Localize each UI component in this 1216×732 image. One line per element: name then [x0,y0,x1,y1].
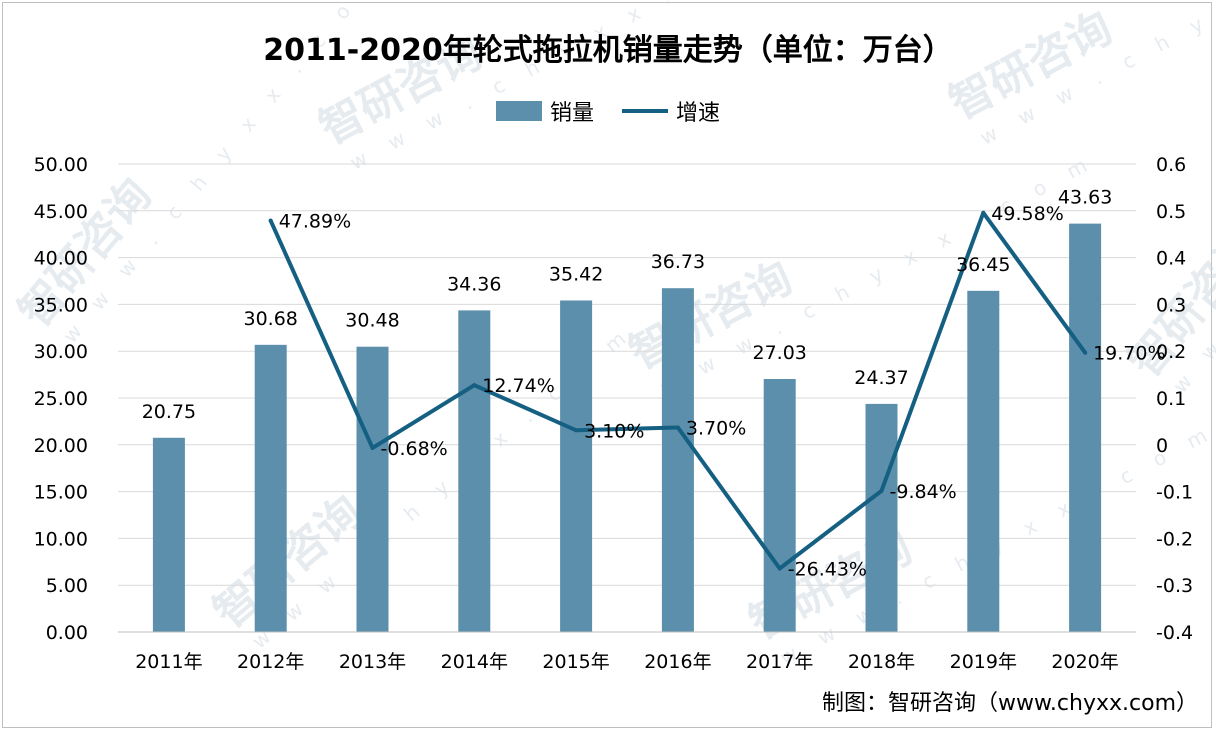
x-tick-label: 2016年 [644,651,711,673]
bar-value-label: 43.63 [1058,187,1112,209]
y-right-tick-label: 0.5 [1156,201,1186,223]
growth-value-label: 49.58% [991,203,1063,225]
growth-point [370,445,375,450]
bar [152,437,185,632]
line-series [268,210,1088,571]
y-left-tick-label: 10.00 [34,528,88,550]
y-right-tick-label: 0.6 [1156,154,1186,176]
y-right-tick-label: -0.1 [1156,482,1193,504]
y-right-tick-label: 0.2 [1156,341,1186,363]
x-tick-label: 2020年 [1051,651,1118,673]
growth-point [574,428,579,433]
source-note: 制图：智研咨询（www.chyxx.com） [822,691,1198,716]
bar-value-label: 30.48 [345,310,399,332]
y-right-tick-label: -0.3 [1156,575,1193,597]
bar [661,288,694,632]
y-left-tick-label: 5.00 [46,575,88,597]
data-labels: 20.75 30.68 30.48 34.36 35.42 36.73 27.03 24.37… [142,187,1166,581]
bar [1069,223,1102,632]
bar-value-label: 36.45 [956,254,1010,276]
y-right-tick-label: -0.2 [1156,528,1193,550]
growth-value-label: 12.74% [482,375,554,397]
chart-title: 2011-2020年轮式拖拉机销量走势（单位：万台） [263,33,952,68]
bar-value-label: 20.75 [142,401,196,423]
growth-value-label: 47.89% [279,211,351,233]
bar [560,300,593,632]
growth-value-label: 19.70% [1093,343,1165,365]
growth-value-label: -0.68% [381,438,448,460]
axes: 0.00 5.00 10.00 15.00 20.00 25.00 30.00 35.00 40… [34,154,1193,673]
x-tick-label: 2014年 [441,651,508,673]
growth-value-label: 3.70% [686,417,746,439]
y-left-tick-label: 35.00 [34,294,88,316]
x-tick-label: 2018年 [848,651,915,673]
growth-point [879,488,884,493]
growth-point [675,425,680,430]
bar [967,290,1000,632]
bar-value-label: 34.36 [447,273,501,295]
growth-point [472,383,477,388]
y-left-tick-label: 15.00 [34,482,88,504]
growth-value-label: 3.10% [584,420,644,442]
x-tick-label: 2017年 [746,651,813,673]
growth-point [268,218,273,223]
growth-point [777,566,782,571]
y-left-tick-label: 20.00 [34,435,88,457]
growth-point [981,210,986,215]
watermark-url: w w w . c h y x x . c o m [656,149,1100,400]
bar-value-label: 30.68 [243,308,297,330]
legend-label-line: 增速 [676,101,720,126]
y-right-tick-label: 0.3 [1156,294,1186,316]
bar-series [152,223,1102,632]
legend-swatch-bar [496,101,542,121]
y-left-tick-label: 40.00 [34,248,88,270]
y-right-tick-label: 0.1 [1156,388,1186,410]
bar [865,403,898,632]
x-tick-label: 2012年 [237,651,304,673]
y-left-tick-label: 45.00 [34,201,88,223]
y-right-tick-label: 0.4 [1156,248,1186,270]
bar [356,346,389,632]
y-right-tick-label: -0.4 [1156,622,1193,644]
bar-value-label: 24.37 [854,367,908,389]
bar-value-label: 35.42 [549,263,603,285]
y-left-tick-label: 30.00 [34,341,88,363]
y-left-tick-label: 0.00 [46,622,88,644]
x-tick-label: 2013年 [339,651,406,673]
growth-point [1083,350,1088,355]
legend-label-bar: 销量 [550,101,594,126]
bar-value-label: 36.73 [651,251,705,273]
y-left-tick-label: 50.00 [34,154,88,176]
legend: 销量 增速 [496,101,720,126]
x-tick-label: 2015年 [542,651,609,673]
y-left-tick-label: 25.00 [34,388,88,410]
bar [254,344,287,632]
growth-value-label: -26.43% [788,558,867,580]
x-tick-label: 2019年 [950,651,1017,673]
growth-value-label: -9.84% [890,481,957,503]
y-right-tick-label: 0 [1156,435,1168,457]
bar-value-label: 27.03 [752,342,806,364]
bar [763,378,796,632]
x-tick-label: 2011年 [135,651,202,673]
bar [458,310,491,632]
